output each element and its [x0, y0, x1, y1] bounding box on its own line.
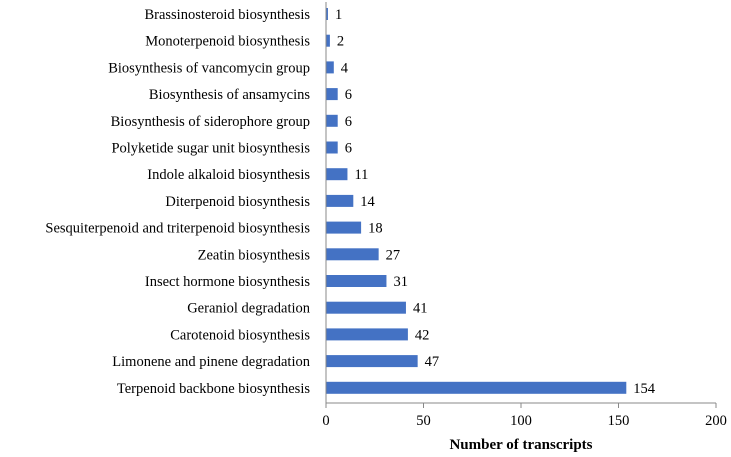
value-label: 41 — [413, 301, 428, 317]
x-axis-title: Number of transcripts — [449, 437, 592, 453]
bar — [326, 61, 334, 74]
x-tick-label: 100 — [510, 413, 532, 429]
category-label: Indole alkaloid biosynthesis — [147, 167, 310, 183]
x-tick-label: 150 — [608, 413, 630, 429]
category-label: Biosynthesis of ansamycins — [149, 87, 310, 103]
category-label: Biosynthesis of vancomycin group — [108, 60, 310, 76]
value-label: 11 — [354, 167, 368, 183]
category-label: Diterpenoid biosynthesis — [165, 194, 310, 210]
category-label: Zeatin biosynthesis — [198, 247, 311, 263]
bar — [326, 34, 330, 47]
category-label: Insect hormone biosynthesis — [145, 274, 310, 290]
category-label: Terpenoid backbone biosynthesis — [117, 381, 310, 397]
bars-group — [326, 8, 627, 394]
value-label: 27 — [386, 247, 401, 263]
bar — [326, 8, 328, 20]
category-label: Geraniol degradation — [187, 301, 311, 317]
category-labels: Brassinosteroid biosynthesis Monoterpenoi… — [45, 7, 310, 397]
value-label: 4 — [341, 60, 349, 76]
x-tick-label: 200 — [705, 413, 727, 429]
bar — [326, 328, 408, 341]
bar — [326, 141, 338, 154]
value-label: 18 — [368, 221, 383, 237]
bar — [326, 355, 418, 368]
value-label: 47 — [425, 354, 440, 370]
bar — [326, 114, 338, 127]
value-label: 6 — [345, 141, 352, 157]
category-label: Carotenoid biosynthesis — [170, 327, 310, 343]
bar — [326, 194, 354, 207]
x-tick-label: 50 — [416, 413, 431, 429]
value-label: 31 — [393, 274, 408, 290]
bar — [326, 301, 406, 314]
value-label: 1 — [335, 7, 342, 23]
category-label: Brassinosteroid biosynthesis — [144, 7, 310, 23]
category-label: Limonene and pinene degradation — [112, 354, 310, 370]
x-axis-ticks: 0 50 100 150 200 — [322, 403, 727, 429]
value-label: 42 — [415, 327, 430, 343]
bar — [326, 381, 627, 394]
bar — [326, 88, 338, 101]
bar — [326, 168, 348, 181]
value-label: 6 — [345, 114, 352, 130]
category-label: Biosynthesis of siderophore group — [111, 114, 310, 130]
bar — [326, 221, 362, 234]
value-label: 2 — [337, 34, 344, 50]
value-label: 6 — [345, 87, 352, 103]
category-label: Monoterpenoid biosynthesis — [145, 34, 310, 50]
value-label: 14 — [360, 194, 375, 210]
x-tick-label: 0 — [322, 413, 329, 429]
category-label: Polyketide sugar unit biosynthesis — [111, 141, 310, 157]
category-label: Sesquiterpenoid and triterpenoid biosynt… — [45, 221, 310, 237]
bar — [326, 275, 387, 287]
value-label: 154 — [633, 381, 656, 397]
bar — [326, 248, 379, 261]
